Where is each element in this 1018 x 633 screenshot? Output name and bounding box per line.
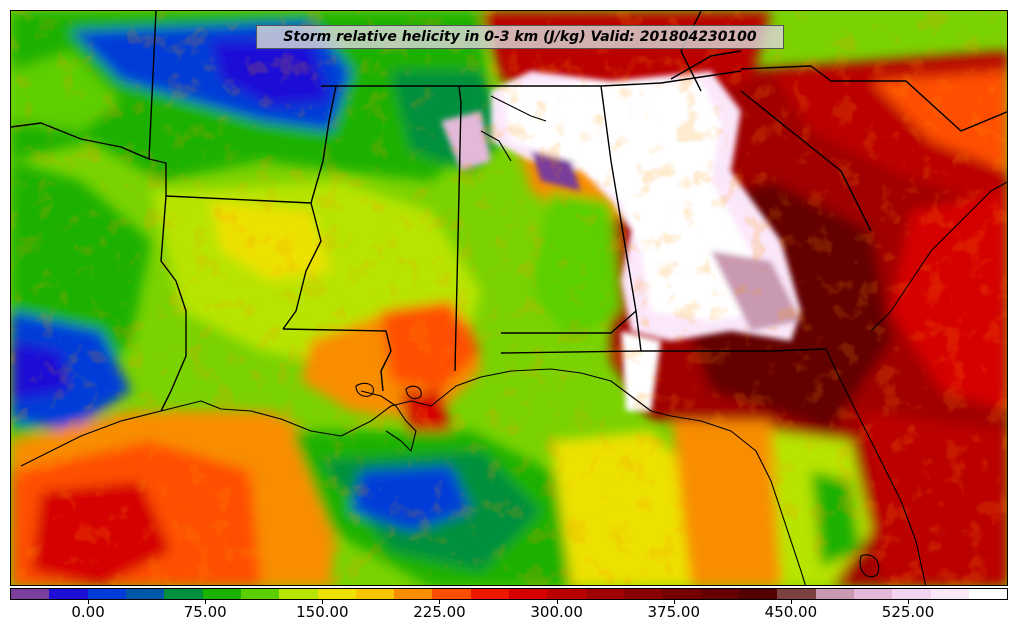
- colorbar-swatch: [892, 589, 931, 599]
- colorbar-tick: [908, 600, 910, 604]
- colorbar-tick: [205, 600, 207, 604]
- coastline: [20, 95, 1007, 585]
- colorbar-tick: [673, 600, 675, 604]
- colorbar-swatch: [279, 589, 318, 599]
- colorbar-label: 150.00: [296, 603, 349, 621]
- colorbar-swatch: [662, 589, 701, 599]
- colorbar-swatch: [509, 589, 548, 599]
- colorbar-swatch: [547, 589, 586, 599]
- colorbar-tick: [556, 600, 558, 604]
- colorbar-swatch: [432, 589, 471, 599]
- helicity-field: [11, 11, 1007, 585]
- helicity-map: Storm relative helicity in 0-3 km (J/kg)…: [10, 10, 1008, 586]
- colorbar-swatch: [125, 589, 165, 599]
- map-title: Storm relative helicity in 0-3 km (J/kg)…: [256, 25, 784, 49]
- colorbar-swatch: [853, 589, 893, 599]
- colorbar-ticks: [10, 600, 1008, 606]
- colorbar-label: 450.00: [764, 603, 818, 621]
- colorbar: [10, 588, 1008, 600]
- colorbar-swatch: [470, 589, 510, 599]
- colorbar-swatch: [202, 589, 241, 599]
- colorbar-swatch: [240, 589, 280, 599]
- colorbar-swatch: [700, 589, 739, 599]
- colorbar-swatch: [815, 589, 854, 599]
- colorbar-swatch: [624, 589, 663, 599]
- colorbar-swatch: [930, 589, 969, 599]
- colorbar-swatch: [738, 589, 778, 599]
- state-boundaries: [11, 11, 1007, 412]
- colorbar-swatch: [87, 589, 126, 599]
- colorbar-swatch: [585, 589, 624, 599]
- colorbar-swatch: [777, 589, 816, 599]
- colorbar-swatch: [355, 589, 395, 599]
- colorbar-label: 525.00: [881, 603, 935, 621]
- colorbar-tick: [439, 600, 441, 604]
- colorbar-tick: [88, 600, 90, 604]
- colorbar-swatch: [164, 589, 203, 599]
- colorbar-label: 300.00: [530, 603, 583, 621]
- colorbar-swatch: [317, 589, 356, 599]
- colorbar-swatch: [11, 589, 50, 599]
- colorbar-tick: [322, 600, 324, 604]
- field-texture: [11, 11, 1007, 585]
- colorbar-swatch: [968, 589, 1008, 599]
- colorbar-labels: 0.00 75.00 150.00 225.00 300.00 375.00 450.00 5…: [10, 603, 1008, 623]
- colorbar-swatch: [49, 589, 88, 599]
- colorbar-swatch: [394, 589, 433, 599]
- colorbar-label: 375.00: [647, 603, 701, 621]
- colorbar-label: 75.00: [183, 603, 227, 621]
- colorbar-label: 225.00: [413, 603, 466, 621]
- colorbar-tick: [790, 600, 792, 604]
- colorbar-label: 0.00: [71, 603, 105, 621]
